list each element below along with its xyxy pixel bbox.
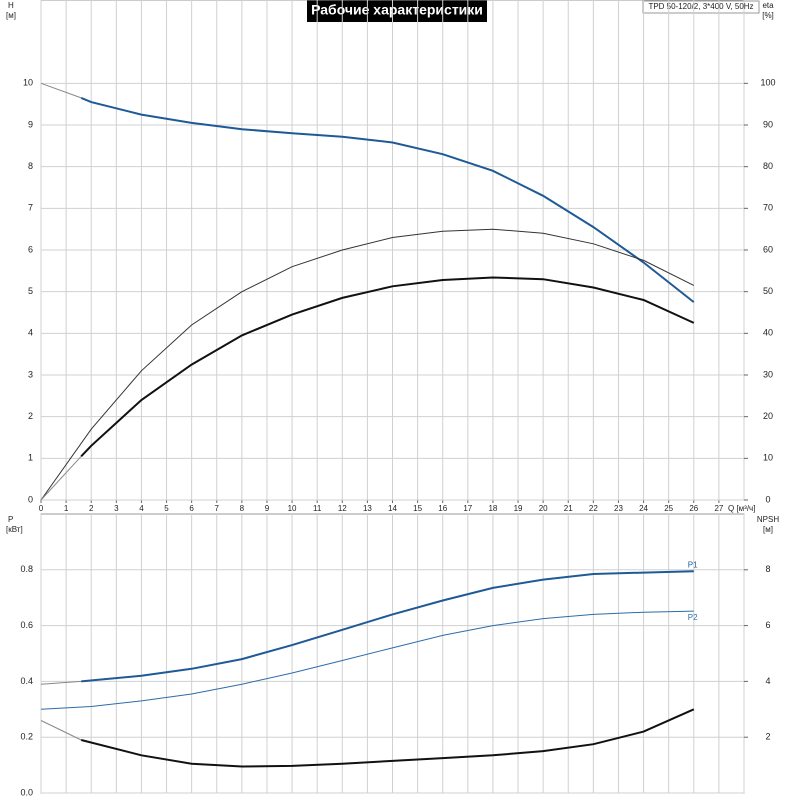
x-tick-label: 15 — [413, 504, 422, 513]
y-axis-unit: [м] — [6, 11, 16, 20]
y-axis-unit: [кВт] — [6, 525, 23, 534]
x-tick-label: 10 — [288, 504, 297, 513]
curve — [40, 455, 82, 501]
y-tick-label: 0.4 — [20, 676, 33, 686]
y-tick-label: 4 — [28, 328, 33, 338]
title-box — [307, 0, 487, 22]
y2-tick-label: 10 — [763, 453, 773, 463]
x-tick-label: 21 — [564, 504, 573, 513]
y-tick-label: 5 — [28, 286, 33, 296]
y-axis-label: H — [8, 1, 14, 10]
annotation-box — [642, 0, 760, 14]
x-tick-label: 24 — [639, 504, 648, 513]
curve — [80, 96, 695, 303]
y2-tick-label: 90 — [763, 119, 773, 129]
y-tick-label: 10 — [23, 78, 33, 88]
curve — [40, 720, 82, 741]
x-tick-label: 0 — [39, 504, 44, 513]
y-tick-label: 8 — [28, 161, 33, 171]
x-tick-label: 1 — [64, 504, 69, 513]
x-tick-label: 8 — [240, 504, 245, 513]
y2-tick-label: 40 — [763, 328, 773, 338]
y-tick-label: 9 — [28, 119, 33, 129]
x-tick-label: 26 — [689, 504, 698, 513]
x-tick-label: 25 — [664, 504, 673, 513]
x-tick-label: 4 — [139, 504, 144, 513]
curve — [80, 708, 695, 768]
y2-tick-label: 6 — [765, 620, 770, 630]
y2-tick-label: 2 — [765, 732, 770, 742]
curve — [40, 610, 694, 710]
curve — [40, 82, 82, 99]
curve — [80, 276, 695, 457]
x-tick-label: 13 — [363, 504, 372, 513]
y2-tick-label: 8 — [765, 564, 770, 574]
y2-tick-label: 60 — [763, 244, 773, 254]
y-tick-label: 0.6 — [20, 620, 33, 630]
y-axis-label: P — [8, 515, 13, 524]
y2-axis-label: eta — [762, 1, 774, 10]
y2-axis-unit: [%] — [762, 11, 774, 20]
y2-tick-label: 30 — [763, 369, 773, 379]
y-tick-label: 0.8 — [20, 564, 33, 574]
x-tick-label: 12 — [338, 504, 347, 513]
y-tick-label: 0.0 — [20, 787, 33, 797]
y-tick-label: 0 — [28, 494, 33, 504]
y-tick-label: 0.2 — [20, 732, 33, 742]
y-tick-label: 6 — [28, 244, 33, 254]
y2-axis-unit: [м] — [763, 525, 773, 534]
x-tick-label: 7 — [215, 504, 220, 513]
y2-tick-label: 0 — [765, 494, 770, 504]
curve-label: P2 — [688, 613, 698, 622]
y2-tick-label: 20 — [763, 411, 773, 421]
y2-tick-label: 70 — [763, 203, 773, 213]
y2-tick-label: 100 — [760, 78, 775, 88]
x-tick-label: 17 — [463, 504, 472, 513]
x-tick-label: 23 — [614, 504, 623, 513]
x-axis-label: Q [м³/ч] — [728, 504, 755, 513]
curve-label: P1 — [688, 560, 698, 569]
y2-tick-label: 50 — [763, 286, 773, 296]
chart-title: Рабочие характеристики — [311, 2, 483, 18]
x-tick-label: 6 — [189, 504, 194, 513]
x-tick-label: 11 — [313, 504, 322, 513]
y-tick-label: 7 — [28, 203, 33, 213]
x-tick-label: 9 — [265, 504, 270, 513]
y-tick-label: 2 — [28, 411, 33, 421]
curve — [40, 680, 82, 685]
x-tick-label: 3 — [114, 504, 119, 513]
x-tick-label: 16 — [438, 504, 447, 513]
x-tick-label: 18 — [488, 504, 497, 513]
x-tick-label: 19 — [514, 504, 523, 513]
x-tick-label: 27 — [714, 504, 723, 513]
y-tick-label: 3 — [28, 369, 33, 379]
y2-tick-label: 80 — [763, 161, 773, 171]
x-tick-label: 5 — [164, 504, 169, 513]
y-tick-label: 1 — [28, 453, 33, 463]
annotation: TPD 50-120/2, 3*400 V, 50Hz — [648, 2, 753, 11]
x-tick-label: 2 — [89, 504, 94, 513]
x-tick-label: 20 — [539, 504, 548, 513]
y2-tick-label: 4 — [765, 676, 770, 686]
y2-axis-label: NPSH — [757, 515, 779, 524]
curve — [40, 228, 695, 501]
curve — [81, 570, 694, 683]
x-tick-label: 22 — [589, 504, 598, 513]
x-tick-label: 14 — [388, 504, 397, 513]
